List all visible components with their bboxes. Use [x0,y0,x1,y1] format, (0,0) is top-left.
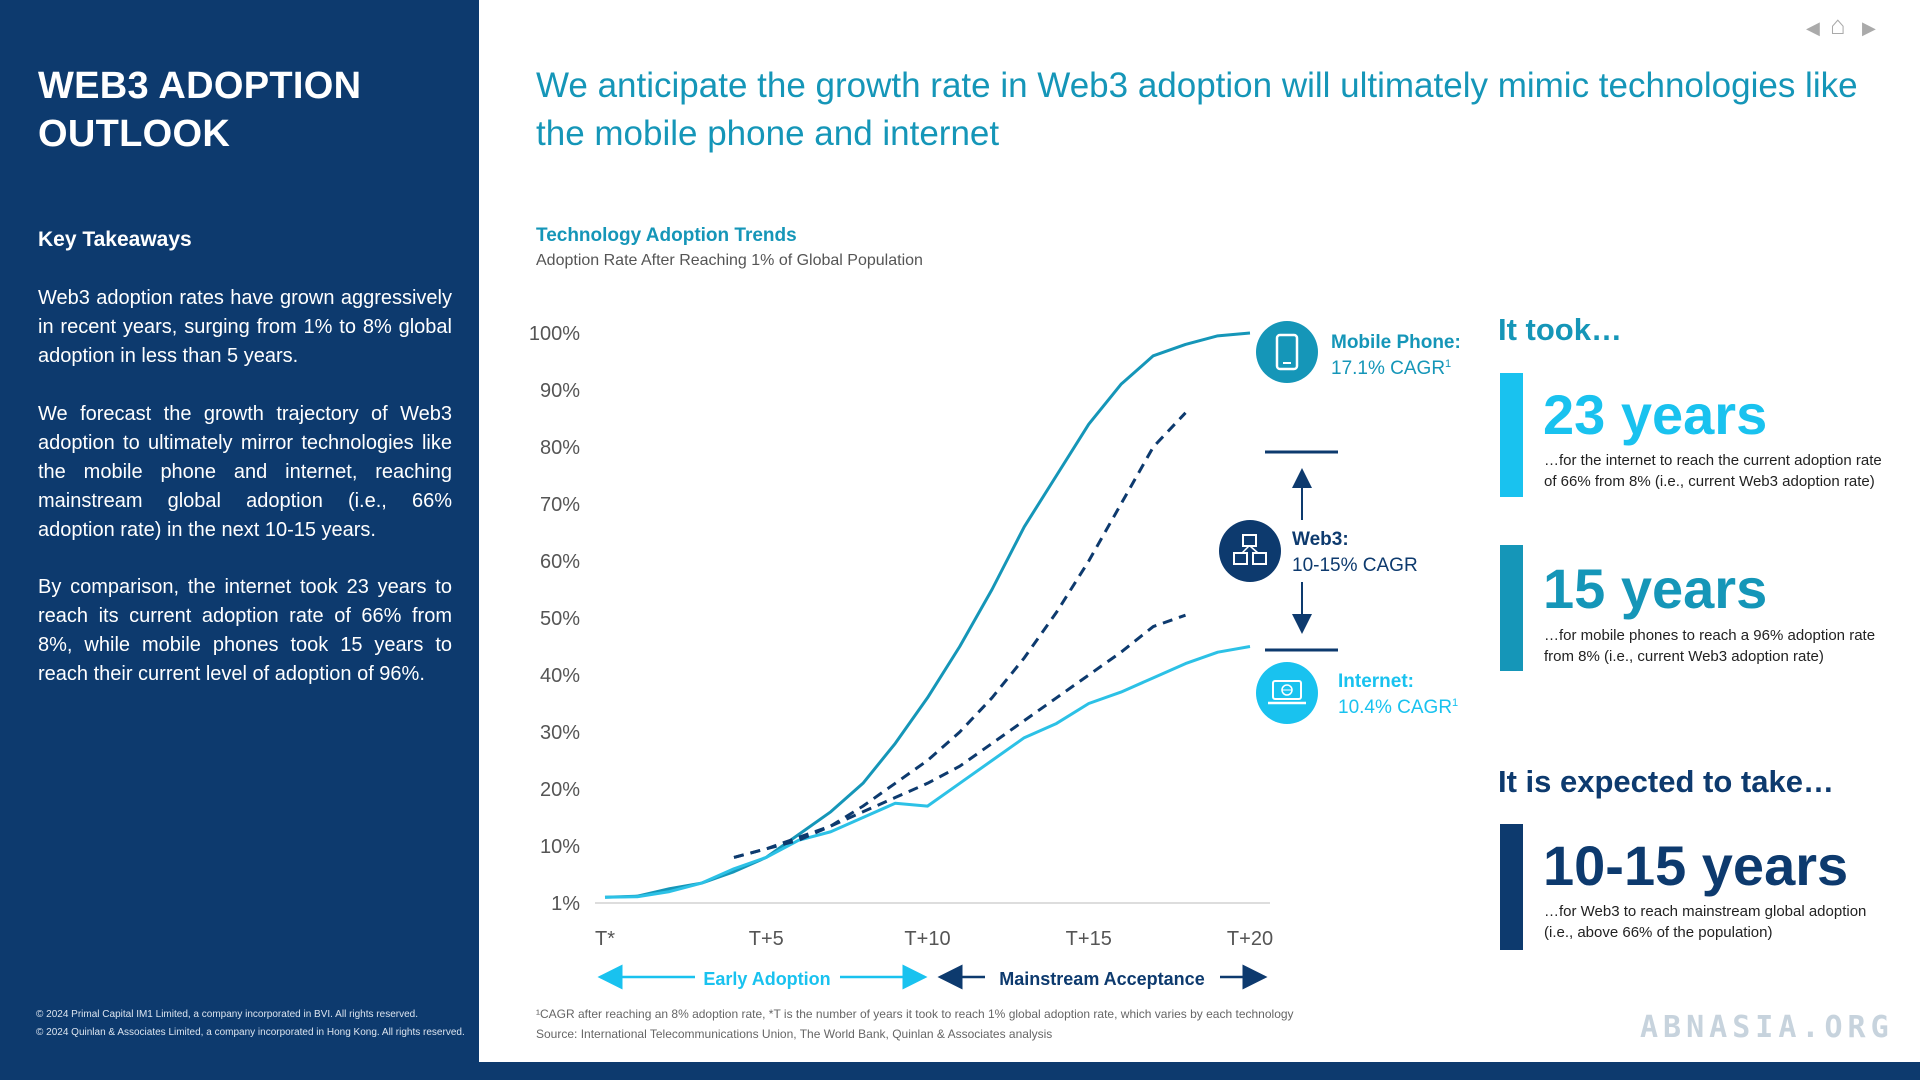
x-axis-ticks: T* T+5 T+10 T+15 T+20 [595,928,1273,950]
series-line-mobile-phone [605,333,1250,897]
series-line-internet [605,647,1250,898]
y-tick-label: 1% [551,893,580,915]
y-tick-label: 10% [540,836,580,858]
web3-cagr: 10-15% CAGR [1292,555,1418,576]
y-tick-label: 20% [540,779,580,801]
internet-label: Internet: [1338,671,1414,692]
laptop-globe-icon [1256,662,1318,724]
mobile-phone-label: Mobile Phone: [1331,332,1461,353]
early-adoption-label: Early Adoption [703,969,830,989]
stat-bar-web3 [1500,824,1523,950]
mobile-phone-cagr: 17.1% CAGR1 [1331,358,1451,379]
y-tick-label: 60% [540,551,580,573]
it-took-heading: It took… [1498,312,1622,348]
chart-source: Source: International Telecommunications… [536,1027,1052,1041]
series-lines [605,333,1250,897]
series-line-web3-lower [734,615,1186,857]
web3-label: Web3: [1292,529,1349,550]
x-tick-label: T+10 [904,928,950,950]
bottom-band [479,1062,1920,1080]
web3-blocks-icon [1219,520,1281,582]
x-tick-label: T+5 [749,928,784,950]
y-axis-ticks: 1% 10% 20% 30% 40% 50% 60% 70% 80% 90% 100% [529,323,580,915]
y-tick-label: 80% [540,437,580,459]
y-tick-label: 100% [529,323,580,345]
mainstream-acceptance-label: Mainstream Acceptance [999,969,1204,989]
x-tick-label: T* [595,928,615,950]
y-tick-label: 40% [540,665,580,687]
stat-web3-desc: …for Web3 to reach mainstream global ado… [1544,901,1884,943]
stat-mobile-desc: …for mobile phones to reach a 96% adopti… [1544,625,1884,667]
watermark-logo: ABNASIA.ORG [1640,1010,1894,1045]
expected-heading: It is expected to take… [1498,764,1834,800]
chart-footnote: ¹CAGR after reaching an 8% adoption rate… [536,1007,1294,1021]
y-tick-label: 90% [540,380,580,402]
x-tick-label: T+20 [1227,928,1273,950]
y-tick-label: 50% [540,608,580,630]
internet-cagr: 10.4% CAGR1 [1338,697,1458,718]
y-tick-label: 30% [540,722,580,744]
mobile-phone-icon [1256,321,1318,383]
stat-internet-years: 23 years [1543,382,1767,447]
x-tick-label: T+15 [1066,928,1112,950]
stat-bar-mobile [1500,545,1523,671]
series-line-web3-upper [734,413,1186,858]
stat-web3-years: 10-15 years [1543,833,1848,898]
stat-mobile-years: 15 years [1543,556,1767,621]
stat-bar-internet [1500,373,1523,497]
y-tick-label: 70% [540,494,580,516]
stat-internet-desc: …for the internet to reach the current a… [1544,450,1884,492]
